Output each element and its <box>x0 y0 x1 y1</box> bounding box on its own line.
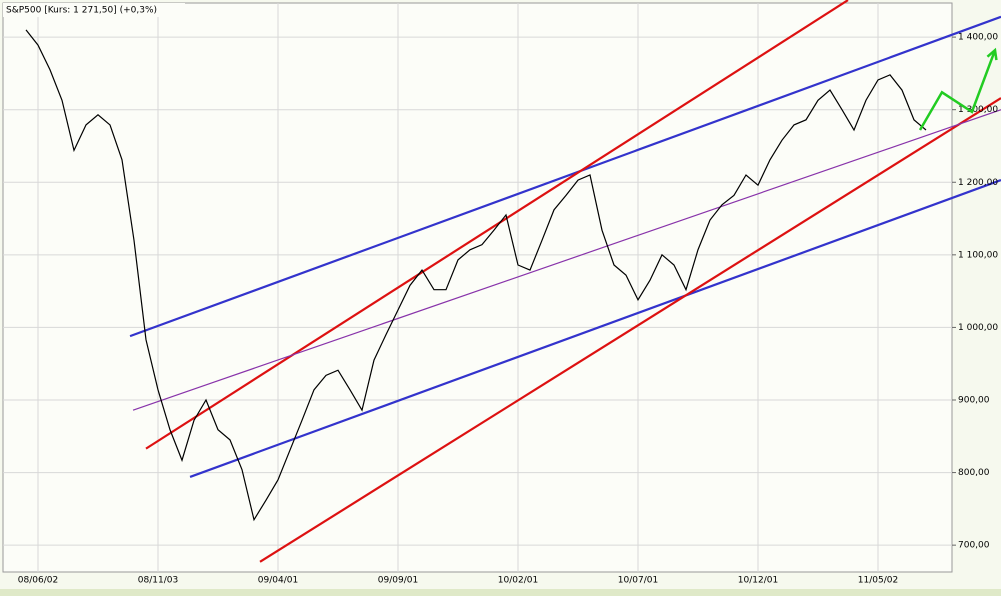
trendline <box>132 109 1001 411</box>
x-tick-label: 10/07/01 <box>618 576 658 586</box>
trendline <box>129 15 1001 338</box>
x-tick-label: 09/09/01 <box>378 576 418 586</box>
y-tick-label: 1 200,00 <box>958 178 998 188</box>
y-tick-label: 900,00 <box>958 395 990 405</box>
trendline <box>145 0 849 450</box>
trendline <box>259 97 1001 563</box>
x-tick-label: 08/11/03 <box>138 576 178 586</box>
y-tick-label: 1 400,00 <box>958 33 998 43</box>
x-tick-label: 11/05/02 <box>858 576 898 586</box>
x-tick-label: 09/04/01 <box>258 576 298 586</box>
chart-title: S&P500 [Kurs: 1 271,50] (+0,3%) <box>6 6 157 16</box>
title-bg <box>3 3 185 17</box>
x-tick-label: 10/02/01 <box>498 576 538 586</box>
y-tick-label: 800,00 <box>958 468 990 478</box>
y-tick-label: 1 000,00 <box>958 323 998 333</box>
x-tick-label: 08/06/02 <box>18 576 58 586</box>
y-tick-label: 1 100,00 <box>958 250 998 260</box>
y-tick-label: 1 300,00 <box>958 105 998 115</box>
footer-strip <box>0 589 1001 596</box>
arrow-head <box>986 47 998 61</box>
projection <box>918 49 997 131</box>
y-tick-label: 700,00 <box>958 541 990 551</box>
price-line <box>25 29 927 522</box>
plot-area <box>2 2 953 573</box>
x-tick-label: 10/12/01 <box>738 576 778 586</box>
trendline <box>189 179 1001 478</box>
